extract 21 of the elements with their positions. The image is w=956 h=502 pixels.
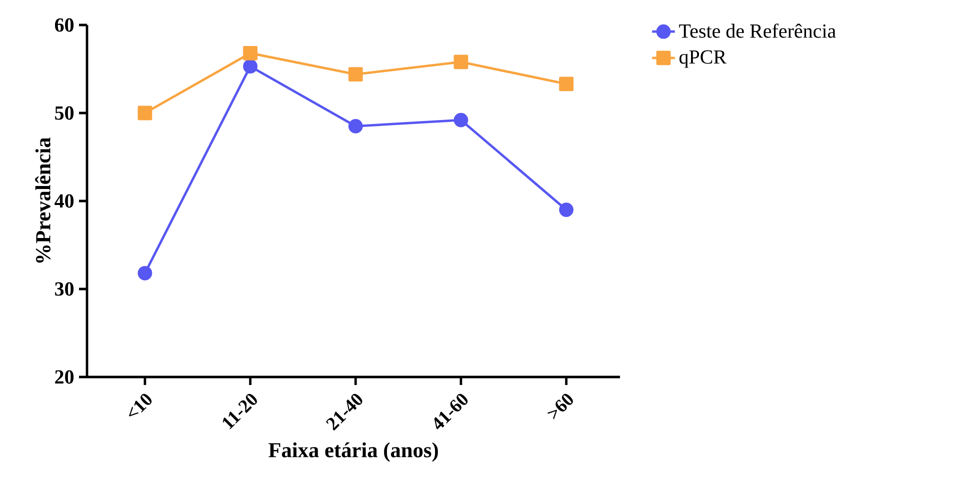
x-tick-label: >60 xyxy=(547,394,573,420)
y-tick-label: 20 xyxy=(55,370,74,384)
y-axis-title: %Prevalência xyxy=(35,138,50,263)
x-tick-label: <10 xyxy=(128,394,152,416)
legend-label: qPCR xyxy=(679,50,727,68)
y-tick-label: 50 xyxy=(55,106,74,120)
point xyxy=(138,106,152,120)
point xyxy=(348,67,363,82)
y-tick-label: 60 xyxy=(54,18,74,32)
point xyxy=(243,59,258,74)
point xyxy=(138,266,152,280)
y-tick-label: 40 xyxy=(54,194,74,208)
point xyxy=(559,76,574,92)
point xyxy=(454,54,468,70)
point xyxy=(454,112,468,128)
y-tick-label: 30 xyxy=(55,282,74,296)
point xyxy=(348,118,363,134)
point xyxy=(243,46,258,60)
x-axis-title: Faixa etária (anos) xyxy=(268,442,438,462)
point xyxy=(559,202,574,217)
legend-label: Teste de Referência xyxy=(679,24,836,38)
